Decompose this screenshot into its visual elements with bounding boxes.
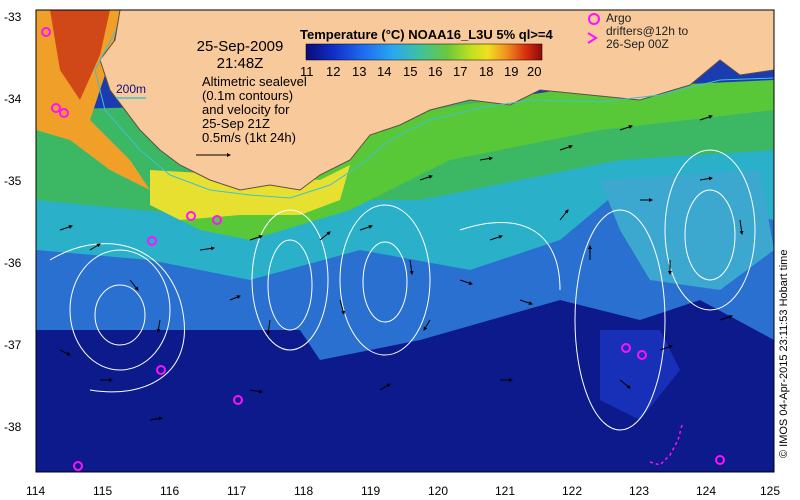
colorbar-tick: 11 <box>300 64 314 79</box>
x-tick: 123 <box>629 484 650 498</box>
colorbar-tick: 16 <box>428 64 443 79</box>
y-tick: -34 <box>4 92 22 106</box>
x-tick: 115 <box>93 484 113 498</box>
y-tick: -37 <box>4 338 22 352</box>
x-tick: 121 <box>495 484 516 498</box>
altimetry-note-line: 0.5m/s (1kt 24h) <box>202 130 296 145</box>
y-tick: -38 <box>4 420 22 434</box>
colorbar-tick: 14 <box>377 64 392 79</box>
altimetry-note-line: and velocity for <box>202 102 290 117</box>
x-tick: 114 <box>26 484 46 498</box>
argo-legend-line: 26-Sep 00Z <box>606 37 669 51</box>
colorbar-tick: 15 <box>403 64 418 79</box>
credit-text: © IMOS 04-Apr-2015 23:11:53 Hobart time <box>778 249 790 458</box>
y-tick: -36 <box>4 256 22 270</box>
sealevel-contours <box>49 149 756 431</box>
x-tick: 116 <box>160 484 180 498</box>
y-tick: -35 <box>4 174 22 188</box>
land-australia <box>100 10 774 190</box>
argo-floats <box>41 13 725 471</box>
map-datetime: 25-Sep-2009 21:48Z <box>190 38 290 72</box>
isobath-label: 200m <box>116 82 147 96</box>
sst-blue-eddy-east <box>600 330 680 420</box>
argo-drifter-legend-symbol <box>587 32 598 44</box>
argo-legend: Argo drifters@12h to 26-Sep 00Z <box>606 12 688 51</box>
argo-legend-line: drifters@12h to <box>606 24 689 38</box>
x-tick: 117 <box>227 484 247 498</box>
altimetry-note-line: Altimetric sealevel <box>202 74 307 89</box>
map-time: 21:48Z <box>216 55 264 72</box>
x-tick: 122 <box>562 484 583 498</box>
colorbar-tick: 12 <box>326 64 341 79</box>
velocity-arrows <box>59 115 744 421</box>
altimetry-note-line: (0.1m contours) <box>202 88 294 103</box>
altimetry-note-line: 25-Sep 21Z <box>202 116 270 131</box>
x-tick: 119 <box>361 484 381 498</box>
y-tick: -33 <box>4 10 22 24</box>
colorbar-tick: 13 <box>352 64 367 79</box>
altimetry-note: Altimetric sealevel (0.1m contours) and … <box>202 75 307 145</box>
sst-hot-west <box>50 10 110 100</box>
colorbar-title: Temperature (°C) NOAA16_L3U 5% ql>=4 <box>300 27 553 42</box>
sst-yellow-band <box>150 165 350 220</box>
coastline <box>99 9 775 191</box>
colorbar <box>305 43 543 61</box>
isobath-200m <box>94 29 775 199</box>
colorbar-tick: 18 <box>479 64 494 79</box>
colorbar-tick: 20 <box>527 64 542 79</box>
argo-legend-line: Argo <box>606 11 632 25</box>
colorbar-tick: 17 <box>453 64 468 79</box>
x-tick: 118 <box>294 484 314 498</box>
colorbar-tick: 19 <box>504 64 519 79</box>
sst-deep-cold <box>36 300 774 472</box>
argo-drifter-track <box>649 424 683 466</box>
x-tick: 125 <box>760 484 781 498</box>
map-date: 25-Sep-2009 <box>196 38 284 55</box>
x-tick: 120 <box>428 484 449 498</box>
x-tick: 124 <box>696 484 717 498</box>
plot-frame <box>35 9 775 473</box>
